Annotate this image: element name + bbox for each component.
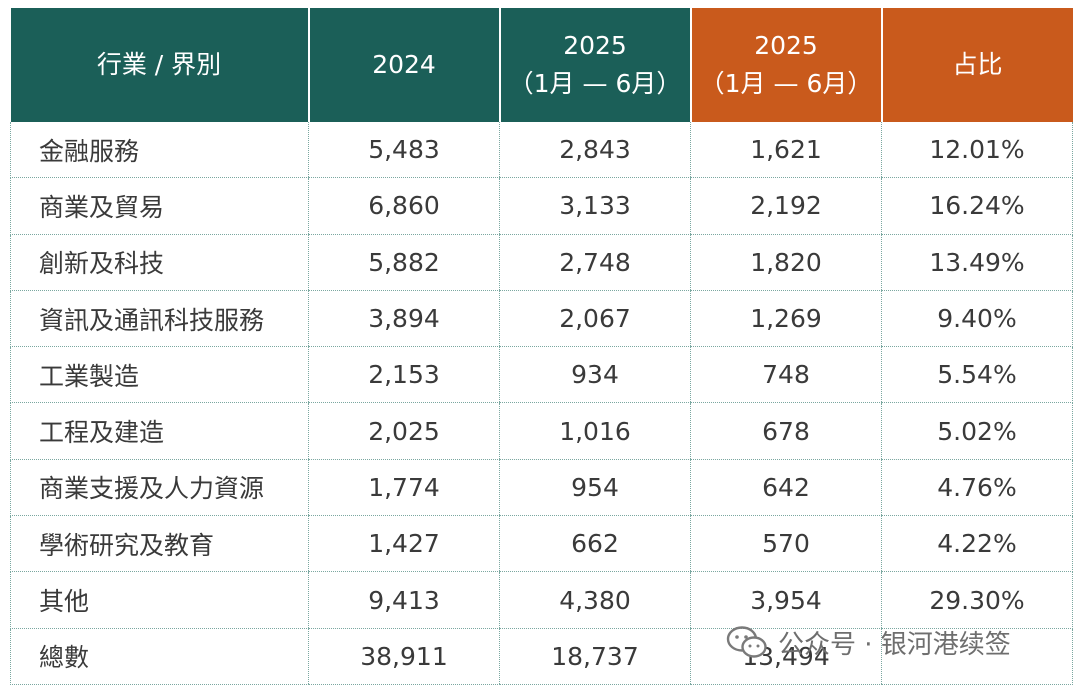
table-row: 創新及科技 5,882 2,748 1,820 13.49% — [10, 234, 1073, 291]
industry-name-cell: 資訊及通訊科技服務 — [10, 290, 309, 348]
header-share: 占比 — [880, 8, 1073, 122]
value-cell: 954 — [499, 459, 691, 517]
value-cell: 678 — [690, 402, 882, 460]
value-cell: 13.49% — [881, 234, 1073, 291]
table-row: 工業製造 2,153 934 748 5.54% — [10, 346, 1073, 404]
industry-name-cell: 商業支援及人力資源 — [10, 459, 309, 517]
header-2025-h1: 2025 （1月 — 6月） — [498, 8, 691, 122]
value-cell: 5,882 — [308, 234, 500, 291]
value-cell: 2,025 — [308, 402, 500, 460]
industry-name-cell: 其他 — [10, 571, 309, 629]
table-row: 商業及貿易 6,860 3,133 2,192 16.24% — [10, 177, 1073, 235]
value-cell: 13,494 — [690, 628, 882, 685]
wechat-logo-icon — [726, 626, 767, 658]
value-cell: 1,621 — [690, 122, 882, 179]
value-cell: 9,413 — [308, 571, 500, 629]
header-industry: 行業 / 界別 — [10, 8, 309, 122]
value-cell: 5.54% — [881, 346, 1073, 404]
table-row: 總數 38,911 18,737 13,494 — [10, 628, 1073, 685]
value-cell: 12.01% — [881, 122, 1073, 179]
value-cell: 642 — [690, 459, 882, 517]
watermark: 公众号 · 银河港续签 — [726, 622, 1011, 662]
value-cell: 3,894 — [308, 290, 500, 348]
industry-name-cell: 工程及建造 — [10, 402, 309, 460]
industry-name-cell: 總數 — [10, 628, 309, 685]
table-row: 資訊及通訊科技服務 3,894 2,067 1,269 9.40% — [10, 290, 1073, 348]
industry-name-cell: 金融服務 — [10, 122, 309, 179]
value-cell: 3,133 — [499, 177, 691, 235]
industry-name-cell: 商業及貿易 — [10, 177, 309, 235]
value-cell: 748 — [690, 346, 882, 404]
value-cell: 5,483 — [308, 122, 500, 179]
industry-name-cell: 工業製造 — [10, 346, 309, 404]
table-row: 工程及建造 2,025 1,016 678 5.02% — [10, 402, 1073, 460]
table-row: 學術研究及教育 1,427 662 570 4.22% — [10, 515, 1073, 573]
value-cell: 1,269 — [690, 290, 882, 348]
header-2024: 2024 — [307, 8, 500, 122]
value-cell: 16.24% — [881, 177, 1073, 235]
value-cell: 2,153 — [308, 346, 500, 404]
value-cell: 1,427 — [308, 515, 500, 573]
value-cell: 2,067 — [499, 290, 691, 348]
value-cell: 3,954 — [690, 571, 882, 629]
table-row: 商業支援及人力資源 1,774 954 642 4.76% — [10, 459, 1073, 517]
industry-name-cell: 學術研究及教育 — [10, 515, 309, 573]
value-cell: 570 — [690, 515, 882, 573]
value-cell: 934 — [499, 346, 691, 404]
industry-name-cell: 創新及科技 — [10, 234, 309, 291]
value-cell: 1,820 — [690, 234, 882, 291]
value-cell: 29.30% — [881, 571, 1073, 629]
value-cell: 38,911 — [308, 628, 500, 685]
value-cell: 662 — [499, 515, 691, 573]
value-cell — [881, 628, 1073, 685]
value-cell: 1,774 — [308, 459, 500, 517]
value-cell: 9.40% — [881, 290, 1073, 348]
value-cell: 2,843 — [499, 122, 691, 179]
table-row: 金融服務 5,483 2,843 1,621 12.01% — [10, 122, 1073, 179]
table-body: 金融服務 5,483 2,843 1,621 12.01% 商業及貿易 6,860 3,133… — [10, 122, 1073, 685]
table-row: 其他 9,413 4,380 3,954 29.30% — [10, 571, 1073, 629]
value-cell: 6,860 — [308, 177, 500, 235]
value-cell: 1,016 — [499, 402, 691, 460]
value-cell: 2,748 — [499, 234, 691, 291]
header-2025-h1-highlight: 2025 （1月 — 6月） — [689, 8, 882, 122]
industry-table: 行業 / 界別 2024 2025 （1月 — 6月） 2025 （1月 — 6… — [10, 8, 1073, 685]
value-cell: 4,380 — [499, 571, 691, 629]
value-cell: 4.22% — [881, 515, 1073, 573]
value-cell: 4.76% — [881, 459, 1073, 517]
value-cell: 2,192 — [690, 177, 882, 235]
value-cell: 5.02% — [881, 402, 1073, 460]
table-header: 行業 / 界別 2024 2025 （1月 — 6月） 2025 （1月 — 6… — [10, 8, 1073, 122]
watermark-text: 公众号 · 银河港续签 — [778, 629, 1011, 660]
value-cell: 18,737 — [499, 628, 691, 685]
